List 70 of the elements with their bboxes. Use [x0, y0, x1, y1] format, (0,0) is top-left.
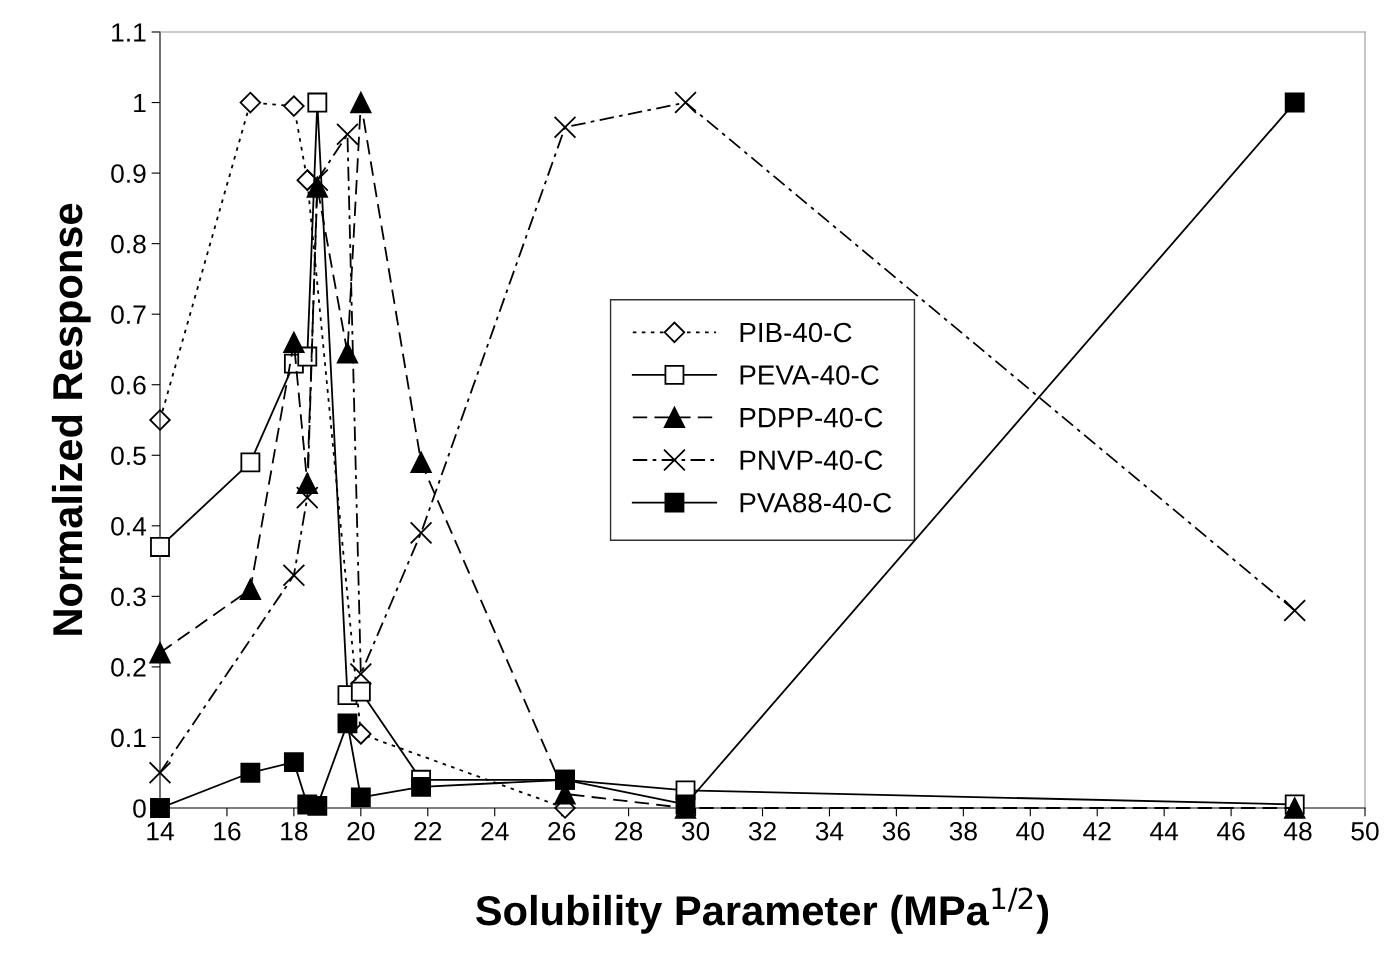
x-tick-label: 30	[681, 821, 710, 841]
x-tick-label: 48	[1283, 821, 1312, 841]
legend-label: PDPP-40-C	[740, 407, 883, 428]
y-tick-label: 0.1	[111, 728, 146, 748]
x-tick-label: 36	[882, 821, 910, 841]
x-tick-label: 16	[214, 821, 241, 841]
point	[149, 409, 171, 431]
point	[553, 115, 577, 139]
legend-label: PNVP-40-C	[740, 450, 883, 471]
point	[283, 331, 305, 354]
y-tick-label: 0.2	[111, 658, 146, 677]
point	[283, 95, 305, 117]
point	[1283, 599, 1307, 622]
point	[336, 122, 359, 146]
x-tick-label: 50	[1351, 821, 1379, 841]
x-tick-label: 28	[615, 821, 643, 841]
point	[349, 662, 373, 686]
y-axis-title: Normalized Response	[51, 203, 91, 635]
point	[410, 451, 432, 473]
point	[350, 723, 372, 745]
y-tick-label: 0	[133, 799, 146, 818]
x-tick-label: 40	[1016, 821, 1044, 841]
x-tick-label: 46	[1217, 821, 1245, 841]
legend-label: PIB-40-C	[740, 322, 852, 343]
x-axis-title: Solubility Parameter (MPa$^{1/2}$)	[475, 887, 1049, 934]
y-tick-label: 1	[134, 93, 146, 113]
point	[148, 761, 172, 785]
point	[409, 521, 433, 545]
point	[411, 776, 432, 797]
point	[150, 537, 170, 557]
point	[337, 713, 358, 734]
point	[350, 681, 371, 702]
point	[282, 563, 306, 587]
x-tick-label: 26	[548, 821, 576, 841]
legend-label: PVA88-40-C	[740, 492, 892, 513]
y-tick-label: 0.7	[111, 305, 146, 324]
point	[240, 762, 261, 783]
x-tick-label: 20	[347, 821, 375, 841]
point	[295, 486, 319, 509]
y-tick-label: 0.3	[111, 587, 146, 607]
point	[350, 787, 371, 808]
x-tick-label: 38	[949, 821, 977, 841]
x-tick-label: 44	[1150, 822, 1179, 841]
x-tick-label: 32	[748, 821, 776, 841]
y-tick-label: 0.8	[111, 234, 146, 254]
x-tick-label: 14	[147, 822, 174, 841]
point	[1284, 92, 1305, 113]
y-tick-label: 0.5	[111, 446, 146, 466]
point	[239, 578, 262, 600]
y-tick-label: 0.4	[111, 516, 147, 536]
point	[239, 91, 262, 114]
point	[674, 91, 697, 114]
point	[283, 752, 304, 773]
point	[240, 452, 261, 473]
point	[150, 798, 170, 818]
point	[307, 795, 328, 816]
point	[149, 642, 171, 664]
point	[305, 168, 329, 192]
x-tick-label: 34	[815, 821, 844, 841]
x-tick-label: 42	[1083, 821, 1111, 841]
legend-label: PEVA-40-C	[740, 365, 879, 385]
x-tick-label: 22	[414, 821, 442, 841]
point	[307, 92, 328, 113]
point	[336, 342, 359, 364]
y-tick-label: 1.1	[112, 23, 146, 42]
y-tick-label: 0.9	[111, 164, 146, 183]
y-tick-label: 0.6	[111, 375, 146, 395]
point	[350, 91, 372, 114]
x-tick-label: 18	[281, 821, 308, 841]
x-tick-label: 24	[481, 821, 509, 841]
